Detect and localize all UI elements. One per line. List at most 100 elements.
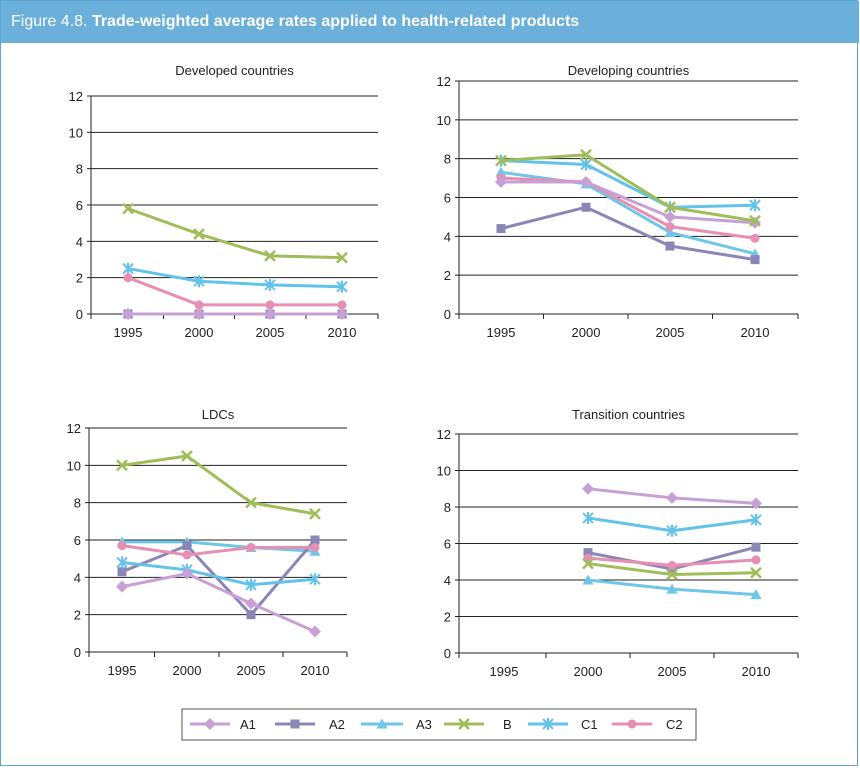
data-point xyxy=(123,273,133,283)
series-c2 xyxy=(123,273,347,310)
data-point xyxy=(309,507,321,520)
series-a3 xyxy=(582,574,762,600)
y-tick-label: 8 xyxy=(444,152,451,167)
data-point xyxy=(582,557,594,570)
data-point xyxy=(181,567,193,580)
y-tick-label: 8 xyxy=(444,500,451,515)
x-tick-label: 1995 xyxy=(108,663,137,678)
x-tick-label: 1995 xyxy=(490,664,519,679)
series-a1 xyxy=(116,567,321,638)
series-line xyxy=(500,170,756,256)
data-point xyxy=(751,542,761,552)
x-tick-label: 1995 xyxy=(114,325,143,340)
data-point xyxy=(664,201,676,214)
data-point xyxy=(264,278,276,291)
y-tick-label: 0 xyxy=(444,307,451,322)
data-point xyxy=(117,541,127,551)
chart-title: Developing countries xyxy=(568,63,690,78)
legend: A1 A2 A3 B C1 C2 xyxy=(181,708,697,741)
series-line xyxy=(501,180,756,225)
legend-label: A2 xyxy=(329,717,345,732)
legend-box xyxy=(181,708,697,741)
y-tick-label: 0 xyxy=(444,646,451,661)
y-tick-label: 12 xyxy=(437,427,451,442)
series-b xyxy=(495,148,761,227)
data-point xyxy=(245,496,257,509)
data-point xyxy=(182,550,192,560)
data-point xyxy=(336,251,348,264)
legend-item-a1: A1 xyxy=(190,717,256,732)
series-line xyxy=(500,205,756,262)
series-line xyxy=(127,207,343,260)
legend-swatch-marker xyxy=(204,718,216,730)
data-point xyxy=(749,199,761,212)
data-point xyxy=(122,308,134,320)
chart-title: Transition countries xyxy=(572,407,685,422)
legend-label: C1 xyxy=(581,717,598,732)
data-point xyxy=(309,625,321,638)
data-point xyxy=(750,589,762,600)
data-point xyxy=(182,541,192,551)
y-tick-label: 4 xyxy=(444,573,451,588)
series-line xyxy=(127,267,343,289)
series-line xyxy=(121,572,316,633)
y-tick-label: 10 xyxy=(437,464,451,479)
y-tick-label: 10 xyxy=(67,458,81,473)
series-line xyxy=(500,153,756,223)
data-point xyxy=(751,555,761,565)
legend-swatch-marker xyxy=(376,718,388,729)
y-tick-label: 12 xyxy=(437,74,451,89)
series-a2 xyxy=(496,202,760,265)
y-tick-label: 10 xyxy=(69,125,83,140)
data-point xyxy=(666,583,678,594)
x-tick-label: 2000 xyxy=(185,325,214,340)
y-tick-label: 0 xyxy=(74,645,81,660)
data-point xyxy=(181,450,193,462)
data-point xyxy=(666,568,678,581)
x-tick-label: 2010 xyxy=(328,325,357,340)
x-tick-label: 1995 xyxy=(487,325,516,340)
y-tick-label: 0 xyxy=(76,307,83,322)
x-tick-label: 2010 xyxy=(301,663,330,678)
data-point xyxy=(116,580,128,593)
data-point xyxy=(581,202,591,212)
series-line xyxy=(121,560,316,587)
x-tick-label: 2010 xyxy=(741,325,770,340)
data-point xyxy=(667,560,677,570)
data-point xyxy=(309,573,321,586)
chart-title: Developed countries xyxy=(175,63,294,78)
data-point xyxy=(495,166,507,177)
data-point xyxy=(496,224,506,234)
data-point xyxy=(245,597,257,610)
data-point xyxy=(194,300,204,310)
data-point xyxy=(310,542,320,552)
y-tick-label: 6 xyxy=(444,537,451,552)
series-line xyxy=(500,159,756,209)
data-point xyxy=(310,535,320,545)
y-tick-label: 12 xyxy=(69,89,83,104)
legend-swatch-marker xyxy=(458,718,470,730)
chart-panel: LDCs 0 2 4 6 8 10 12 1995 2000 2005 2010 xyxy=(67,407,348,678)
data-point xyxy=(495,154,507,167)
series-c2 xyxy=(117,541,320,560)
data-point xyxy=(664,210,676,223)
y-tick-label: 2 xyxy=(76,271,83,286)
figure-title: Trade-weighted average rates applied to … xyxy=(91,13,580,30)
y-tick-label: 8 xyxy=(74,496,81,511)
legend-swatch-marker xyxy=(627,719,637,729)
data-point xyxy=(193,228,205,240)
data-point xyxy=(193,275,205,288)
series-a1 xyxy=(122,308,348,320)
series-a2 xyxy=(117,535,320,620)
series-line xyxy=(127,276,342,307)
legend-label: C2 xyxy=(666,717,683,732)
y-tick-label: 2 xyxy=(74,608,81,623)
series-line xyxy=(500,176,756,240)
chart-panel: Developing countries 0 2 4 6 8 10 12 1995 2000 200… xyxy=(437,63,799,340)
x-tick-label: 2000 xyxy=(574,664,603,679)
y-tick-label: 4 xyxy=(444,229,451,244)
data-point xyxy=(580,158,592,171)
data-point xyxy=(664,226,676,237)
data-point xyxy=(580,175,592,188)
